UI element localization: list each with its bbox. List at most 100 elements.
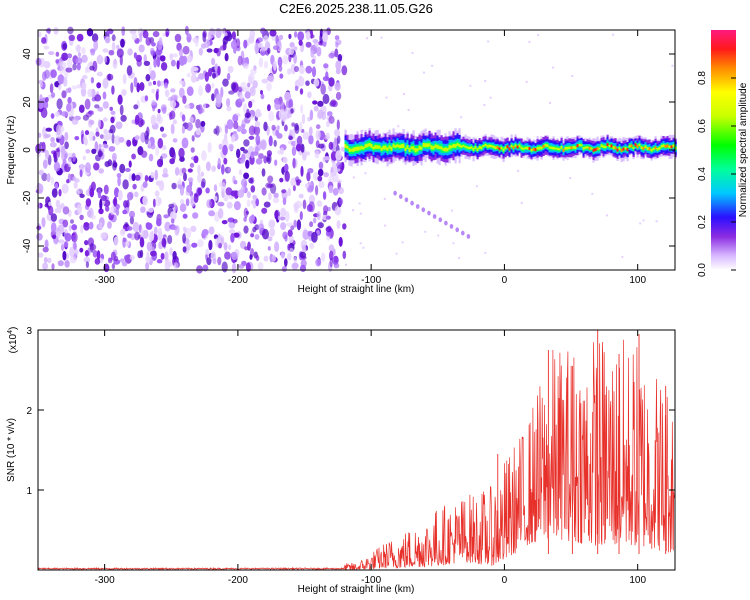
noise-blob [206, 199, 212, 209]
noise-blob [47, 257, 52, 264]
noise-blob [287, 187, 292, 197]
trail-blob [449, 224, 454, 229]
snr-frame [37, 329, 676, 571]
noise-speck [475, 185, 478, 188]
noise-speck [520, 201, 523, 204]
band-cell [460, 145, 463, 148]
noise-blob [118, 136, 125, 143]
noise-blob [111, 34, 116, 42]
noise-blob [89, 65, 95, 71]
noise-blob [179, 203, 187, 212]
noise-blob [243, 172, 250, 180]
band-cell [582, 147, 585, 150]
noise-blob [342, 223, 347, 230]
band-cell [514, 144, 517, 147]
noise-blob [172, 119, 178, 125]
noise-blob [198, 47, 203, 56]
noise-blob [247, 82, 251, 88]
noise-blob [266, 150, 272, 157]
noise-blob [297, 31, 305, 41]
noise-blob [73, 181, 78, 189]
noise-blob [139, 82, 145, 91]
band-cell [450, 145, 453, 149]
noise-blob [37, 252, 44, 258]
noise-speck [345, 263, 347, 266]
noise-blob [99, 222, 103, 229]
noise-blob [84, 240, 89, 246]
noise-blob [104, 161, 110, 168]
noise-blob [190, 225, 197, 232]
trail-blob [438, 217, 443, 223]
spectrogram-x-ticks: -300 -200 -100 0 100 [95, 30, 646, 286]
noise-blob [212, 72, 216, 79]
noise-blob [262, 228, 269, 240]
noise-blob [148, 153, 154, 162]
noise-blob [39, 94, 43, 101]
noise-blob [62, 250, 67, 261]
band-peak [498, 147, 502, 151]
noise-blob [103, 55, 108, 64]
noise-blob [288, 135, 294, 141]
noise-blob [129, 29, 137, 35]
noise-speck [487, 40, 490, 43]
noise-blob [191, 135, 195, 142]
noise-blob [190, 74, 197, 83]
band-peak [528, 147, 532, 150]
noise-blob [66, 103, 72, 112]
band-cell [572, 146, 575, 149]
band-cell [494, 146, 497, 150]
noise-blob [122, 73, 127, 85]
noise-blob [117, 175, 121, 187]
noise-blob [233, 201, 241, 211]
noise-blob [203, 103, 206, 110]
noise-blob [223, 242, 228, 251]
noise-blob [45, 96, 49, 103]
noise-blob [211, 165, 217, 172]
noise-blob [221, 220, 228, 225]
band-peak [516, 145, 520, 149]
noise-blob [279, 177, 284, 183]
noise-blob [219, 45, 227, 51]
noise-speck [411, 52, 414, 54]
snr-line [37, 339, 675, 571]
noise-blob [57, 74, 65, 85]
noise-blob [189, 116, 194, 123]
noise-blob [157, 138, 164, 149]
snr-x-ticks: -300 -200 -100 0 100 [95, 330, 646, 586]
colorbar: 0.0 0.2 0.4 0.6 0.8 Normalized spectral ampl… [697, 30, 749, 277]
noise-speck [403, 93, 406, 95]
spectrogram-y-label: Frequency (Hz) [6, 116, 17, 185]
noise-blob [186, 33, 192, 43]
band-peak [642, 147, 646, 150]
band-cell [546, 144, 549, 147]
noise-blob [153, 226, 158, 235]
band-cell [380, 147, 383, 151]
x-tick-label: 100 [629, 275, 646, 286]
noise-blob [254, 121, 261, 128]
noise-blob [227, 65, 234, 74]
noise-blob [67, 158, 72, 168]
band-peak [508, 147, 512, 151]
noise-blob [277, 215, 281, 221]
noise-blob [136, 59, 142, 67]
band-cell [598, 147, 601, 150]
noise-blob [67, 87, 72, 93]
band-cell [520, 146, 523, 150]
x-tick-label: -200 [228, 575, 248, 586]
noise-blob [69, 255, 77, 264]
noise-blob [336, 179, 343, 184]
noise-blob [171, 94, 179, 100]
noise-blob [64, 141, 69, 150]
noise-blob [107, 73, 112, 81]
noise-blob [317, 222, 324, 229]
noise-blob [255, 255, 260, 261]
noise-blob [328, 52, 336, 59]
noise-blob [292, 157, 296, 169]
noise-blob [242, 149, 248, 154]
noise-blob [151, 88, 156, 94]
band-cell [478, 146, 481, 149]
noise-blob [163, 214, 170, 219]
noise-blob [313, 78, 320, 87]
noise-blob [120, 114, 127, 122]
noise-blob [317, 109, 324, 119]
